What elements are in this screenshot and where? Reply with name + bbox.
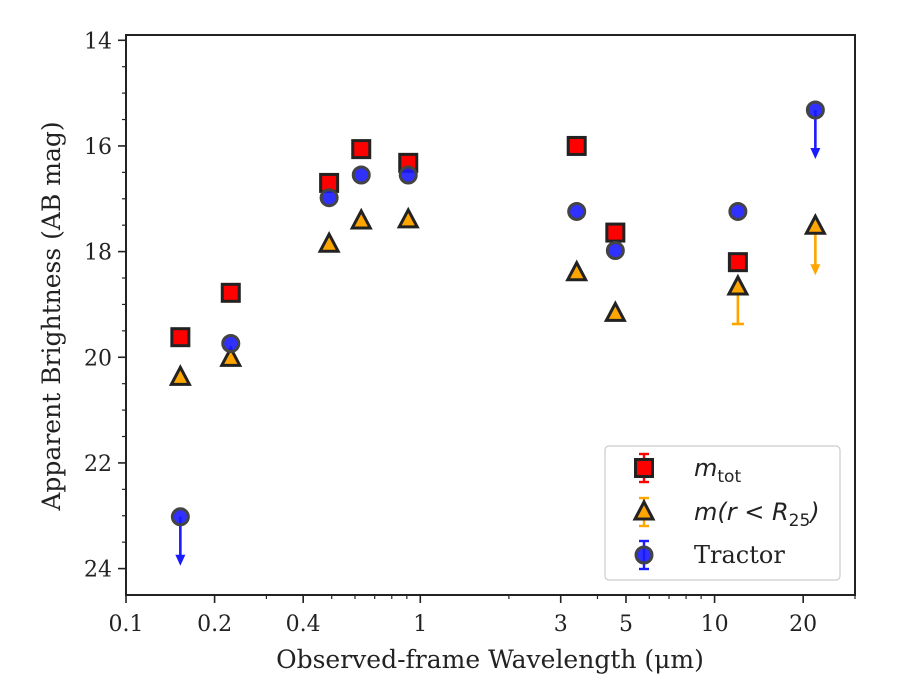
x-tick-label: 5 <box>619 612 633 637</box>
axes-layer: 14 16 18 20 22 24 0.1 0.2 0.4 1 3 5 10 20 <box>84 29 856 637</box>
tractor-point <box>319 188 339 208</box>
tractor-point <box>170 507 190 527</box>
x-tick-label: 0.4 <box>286 612 321 637</box>
legend-frame <box>604 445 841 581</box>
mr25-point <box>317 231 341 253</box>
x-tick-label: 10 <box>701 612 729 637</box>
legend-entry-mr25: m(r < R25) <box>632 496 820 531</box>
tractor-point <box>728 201 748 221</box>
mr25-point <box>349 207 373 230</box>
x-tick-label: 20 <box>789 612 817 637</box>
upper-limit-head <box>810 264 821 276</box>
series-tractor <box>170 100 825 566</box>
y-tick-label: 22 <box>84 452 112 477</box>
legend-label: Tractor <box>694 541 785 569</box>
mtot-point <box>351 139 372 160</box>
legend-entry-tractor: Tractor <box>634 539 785 571</box>
y-tick-label: 20 <box>84 346 112 371</box>
mtot-point <box>605 222 626 243</box>
tractor-point <box>805 100 825 120</box>
y-tick-label: 18 <box>84 241 112 266</box>
plot-frame <box>125 34 856 596</box>
legend-marker <box>634 545 654 565</box>
legend-marker <box>632 498 656 521</box>
legend: mtot m(r < R25) Tractor <box>604 445 841 581</box>
series-mr25 <box>168 206 827 386</box>
mtot-point <box>727 252 748 273</box>
y-tick-label: 24 <box>84 558 112 583</box>
mtot-point <box>170 327 191 348</box>
legend-label: mtot <box>694 454 741 487</box>
tractor-point <box>605 241 625 261</box>
legend-marker <box>634 458 654 478</box>
x-tick-label: 3 <box>554 612 568 637</box>
y-tick-label: 16 <box>84 135 112 160</box>
mtot-point <box>566 135 587 156</box>
mtot-point <box>220 282 241 303</box>
tractor-point <box>398 165 418 185</box>
legend-label: m(r < R25) <box>694 498 820 531</box>
y-axis-label: Apparent Brightness (AB mag) <box>37 121 66 511</box>
mr25-point <box>168 364 192 386</box>
series-mtot <box>170 135 748 348</box>
mr25-point <box>396 206 420 229</box>
x-tick-label: 0.2 <box>197 612 232 637</box>
upper-limit-head <box>175 554 186 566</box>
mr25-point <box>219 345 243 367</box>
tractor-point <box>567 201 587 221</box>
mr25-point <box>726 273 750 296</box>
mr25-point <box>565 259 589 282</box>
y-tick-label: 14 <box>84 29 112 54</box>
plot-layer <box>168 100 827 566</box>
upper-limit-head <box>810 148 821 160</box>
x-tick-label: 0.1 <box>109 612 144 637</box>
legend-entry-mtot: mtot <box>634 452 741 487</box>
x-tick-label: 1 <box>413 612 427 637</box>
tractor-point <box>351 165 371 185</box>
mr25-point <box>803 213 827 235</box>
x-axis-label: Observed-frame Wavelength (μm) <box>276 645 704 674</box>
tractor-point <box>221 334 241 354</box>
mr25-point <box>603 300 627 322</box>
